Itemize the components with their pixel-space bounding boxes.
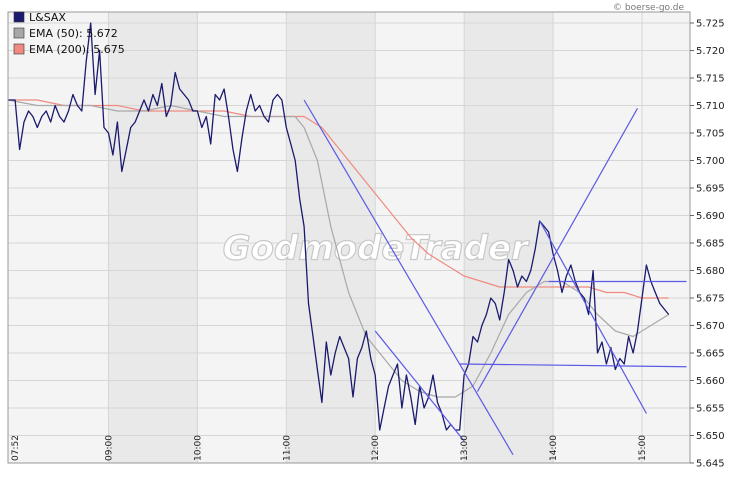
y-tick-label: 5.715 bbox=[696, 74, 725, 85]
y-tick-label: 5.700 bbox=[696, 156, 725, 167]
x-tick-label: 15:00 bbox=[638, 435, 648, 461]
series-line-0 bbox=[8, 22, 670, 431]
y-tick-label: 5.660 bbox=[696, 376, 725, 387]
legend-label: EMA (200): 5.675 bbox=[29, 43, 125, 56]
x-axis: 07:52 09:00 10:00 11:00 12:00 13:00 14:00 15:00 bbox=[11, 435, 648, 461]
x-tick-label: 12:00 bbox=[371, 435, 381, 461]
series-line-1 bbox=[7, 99, 670, 398]
x-tick-label: 11:00 bbox=[282, 435, 292, 461]
trendline-0 bbox=[303, 99, 514, 456]
trendline-2 bbox=[476, 107, 639, 392]
trendline-1 bbox=[374, 330, 465, 442]
y-tick-label: 5.680 bbox=[696, 266, 725, 277]
legend-swatch bbox=[13, 43, 25, 55]
y-tick-label: 5.710 bbox=[696, 101, 725, 112]
x-tick-label: 09:00 bbox=[104, 435, 114, 461]
y-tick-label: 5.675 bbox=[696, 294, 725, 305]
legend: L&SAX EMA (50): 5.672 EMA (200): 5.675 bbox=[13, 11, 125, 56]
source-label: © boerse-go.de bbox=[613, 3, 684, 13]
y-tick-label: 5.695 bbox=[696, 184, 725, 195]
time-band bbox=[108, 12, 198, 463]
plot-frame bbox=[7, 11, 691, 464]
trendline-4 bbox=[459, 363, 687, 368]
y-tick-label: 5.655 bbox=[696, 404, 725, 415]
legend-swatch bbox=[13, 11, 25, 23]
x-tick-label: 10:00 bbox=[193, 435, 203, 461]
trendline-3 bbox=[539, 220, 647, 414]
y-tick-label: 5.725 bbox=[696, 19, 725, 30]
legend-label: L&SAX bbox=[29, 11, 66, 24]
y-tick-label: 5.645 bbox=[696, 459, 725, 470]
y-axis: 5.645 5.650 5.655 5.660 5.665 5.670 5.675 5.680… bbox=[690, 19, 725, 470]
watermark: GodmodeTrader bbox=[223, 229, 530, 269]
y-tick-label: 5.690 bbox=[696, 211, 725, 222]
x-tick-label: 14:00 bbox=[549, 435, 559, 461]
y-tick-label: 5.670 bbox=[696, 321, 725, 332]
y-tick-label: 5.720 bbox=[696, 46, 725, 57]
x-tick-label: 13:00 bbox=[460, 435, 470, 461]
x-tick-label: 07:52 bbox=[11, 435, 21, 461]
y-tick-label: 5.705 bbox=[696, 129, 725, 140]
y-tick-label: 5.665 bbox=[696, 349, 725, 360]
y-tick-label: 5.685 bbox=[696, 239, 725, 250]
time-band bbox=[286, 12, 376, 463]
legend-swatch bbox=[13, 27, 25, 39]
series-layer bbox=[7, 22, 670, 431]
series-line-2 bbox=[8, 99, 669, 299]
trendlines bbox=[303, 99, 687, 456]
y-tick-label: 5.650 bbox=[696, 431, 725, 442]
legend-label: EMA (50): 5.672 bbox=[29, 27, 118, 40]
